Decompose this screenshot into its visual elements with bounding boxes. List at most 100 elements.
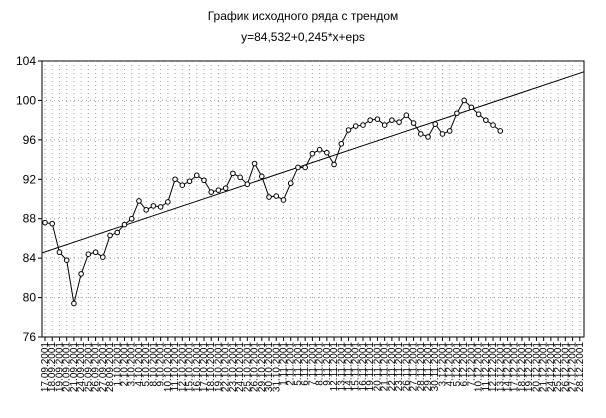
x-tick-label: 25.09.2001 <box>83 342 94 392</box>
data-point <box>446 128 453 134</box>
x-tick-label: 13.11.2001 <box>336 342 347 392</box>
x-tick-label: 10.12.2001 <box>474 342 485 392</box>
data-point <box>497 128 504 134</box>
x-tick-label: 5.12.2001 <box>452 342 463 387</box>
data-point <box>107 232 113 239</box>
x-tick-label: 20.09.2001 <box>62 342 73 392</box>
x-tick-label: 19.10.2001 <box>213 342 224 392</box>
data-point <box>128 215 135 222</box>
x-tick-label: 19.09.2001 <box>54 342 65 392</box>
x-tick-label: 24.12.2001 <box>546 342 557 392</box>
data-point <box>417 131 424 137</box>
data-point <box>331 161 337 168</box>
data-point <box>179 182 186 188</box>
data-point <box>230 170 236 177</box>
x-tick-label: 29.10.2001 <box>257 342 268 392</box>
data-point <box>381 122 388 128</box>
x-tick-label: 11.12.2001 <box>481 342 492 392</box>
data-point <box>259 173 265 180</box>
x-tick-label: 26.10.2001 <box>250 342 261 392</box>
data-point <box>222 185 229 191</box>
x-tick-label: 14.12.2001 <box>503 342 514 392</box>
x-tick-label: 26.11.2001 <box>401 342 412 392</box>
x-tick-label: 12.12.2001 <box>488 342 499 392</box>
data-point <box>302 164 308 171</box>
data-point <box>150 203 157 209</box>
plot-frame <box>41 60 585 338</box>
x-tick-label: 16.10.2001 <box>192 342 203 392</box>
data-point <box>461 97 467 104</box>
x-tick-label: 22.11.2001 <box>387 342 398 392</box>
x-tick-label: 26.12.2001 <box>560 342 571 392</box>
y-tick-label: 76 <box>23 330 37 344</box>
data-point <box>490 122 496 128</box>
x-tick-label: 8.11.2001 <box>315 342 326 386</box>
x-tick-label: 30.11.2001 <box>430 342 441 392</box>
x-tick-label: 19.12.2001 <box>524 342 535 392</box>
data-point <box>42 219 48 226</box>
x-tick-label: 6.12.2001 <box>459 342 470 387</box>
data-point <box>49 220 56 227</box>
data-point <box>172 176 178 183</box>
data-point <box>244 181 251 188</box>
data-point <box>114 229 121 236</box>
x-tick-label: 6.11.2001 <box>300 342 311 386</box>
x-tick-label: 4.12.2001 <box>445 342 456 387</box>
x-tick-label: 21.11.2001 <box>380 342 391 392</box>
x-tick-label: 27.12.2001 <box>568 342 579 392</box>
data-point <box>403 112 410 119</box>
data-point <box>439 131 446 137</box>
y-tick-label: 104 <box>16 54 36 68</box>
series-line <box>44 99 501 304</box>
data-point <box>208 189 215 195</box>
data-point <box>410 120 417 126</box>
x-tick-label: 24.09.2001 <box>76 342 87 392</box>
data-point <box>56 249 63 256</box>
data-point <box>121 221 128 228</box>
x-tick-label: 7.12.2001 <box>466 342 477 387</box>
x-tick-label: 28.11.2001 <box>416 342 427 392</box>
x-tick-label: 27.11.2001 <box>409 342 420 392</box>
x-tick-label: 7.11.2001 <box>307 342 318 386</box>
x-tick-label: 2.11.2001 <box>286 342 297 386</box>
x-tick-label: 3.12.2001 <box>437 342 448 387</box>
x-tick-label: 14.11.2001 <box>344 342 355 392</box>
chart-title: График исходного ряда с трендом <box>207 9 399 23</box>
x-tick-label: 16.11.2001 <box>358 342 369 392</box>
x-tick-label: 10.10.2001 <box>163 342 174 392</box>
x-tick-label: 26.09.2001 <box>91 342 102 392</box>
data-point <box>425 134 431 140</box>
data-point <box>85 251 92 257</box>
data-point <box>324 149 330 156</box>
data-point <box>165 199 171 205</box>
data-point <box>374 116 381 122</box>
data-point <box>352 123 359 129</box>
x-tick-label: 4.10.2001 <box>134 342 145 387</box>
x-tick-label: 15.10.2001 <box>185 342 196 392</box>
x-tick-label: 18.12.2001 <box>517 342 528 392</box>
data-point <box>215 187 222 193</box>
data-point <box>468 104 475 111</box>
x-tick-label: 12.10.2001 <box>177 342 188 392</box>
data-point <box>432 121 439 127</box>
x-tick-label: 22.10.2001 <box>221 342 232 392</box>
x-tick-label: 18.10.2001 <box>206 342 217 392</box>
data-point <box>92 249 99 256</box>
data-point <box>345 127 352 133</box>
data-point <box>309 150 316 157</box>
x-tick-label: 21.12.2001 <box>539 342 550 392</box>
x-tick-label: 23.11.2001 <box>394 342 405 392</box>
data-point <box>280 197 287 203</box>
x-tick-label: 1.10.2001 <box>112 342 123 387</box>
x-tick-label: 17.10.2001 <box>199 342 210 392</box>
data-point <box>483 117 489 123</box>
x-tick-label: 11.10.2001 <box>170 342 181 392</box>
data-point <box>396 119 402 125</box>
x-tick-label: 29.11.2001 <box>423 342 434 392</box>
data-point <box>287 180 294 187</box>
data-point <box>251 160 258 167</box>
data-point <box>316 146 323 153</box>
x-tick-label: 20.12.2001 <box>531 342 542 392</box>
chart-subtitle: y=84,532+0,245*x+eps <box>241 30 365 44</box>
